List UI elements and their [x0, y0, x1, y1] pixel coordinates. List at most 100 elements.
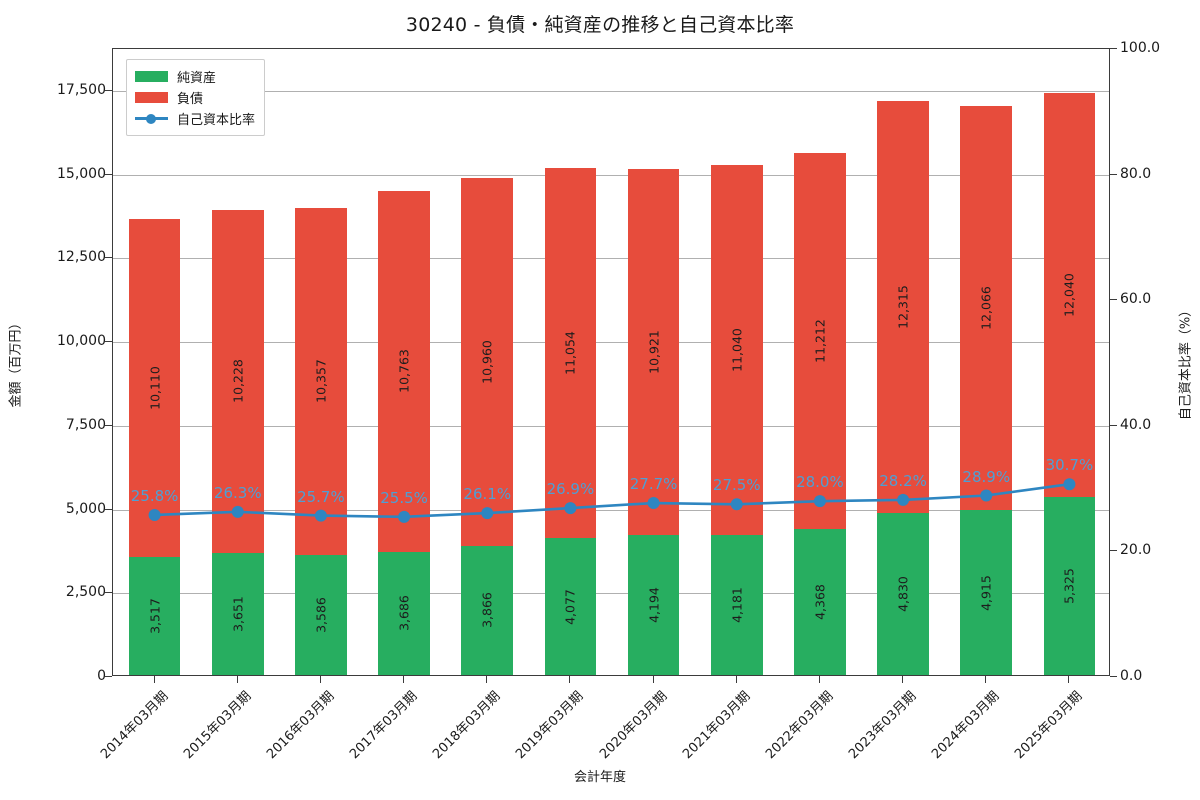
ratio-marker[interactable]: [1063, 478, 1076, 491]
y-axis-right-tick-mark: [1110, 299, 1117, 301]
x-axis-title: 会計年度: [573, 770, 626, 785]
ratio-marker[interactable]: [980, 489, 993, 502]
legend-line-marker: [146, 113, 156, 124]
legend-label-liabilities: 負債: [177, 92, 204, 107]
bar-segment-liabilities[interactable]: 10,960: [461, 178, 514, 546]
bar-segment-liabilities[interactable]: 11,212: [794, 153, 846, 529]
bar-segment-net-assets[interactable]: 3,651: [211, 552, 264, 675]
x-axis-tick-label: 2019年03月期: [513, 688, 587, 763]
y-axis-left-tick-label: 0: [97, 668, 106, 684]
x-axis-tick-label: 2018年03月期: [430, 688, 504, 763]
bar-group[interactable]: 4,194 10,921: [627, 168, 680, 675]
ratio-marker[interactable]: [231, 505, 244, 518]
bar-group[interactable]: 3,651 10,228: [211, 210, 264, 675]
x-axis-tick-label: 2025年03月期: [1012, 688, 1086, 763]
y-axis-right-tick-mark: [1110, 173, 1117, 175]
bar-group[interactable]: 4,915 12,066: [960, 106, 1013, 675]
legend-item-equity-ratio: 自己資本比率: [135, 108, 255, 129]
x-axis-tick-label: 2014年03月期: [97, 688, 172, 763]
bar-group[interactable]: 3,686 10,763: [378, 191, 430, 675]
ratio-marker[interactable]: [564, 502, 577, 515]
ratio-marker[interactable]: [398, 510, 411, 523]
x-axis-tick-mark: [902, 676, 904, 683]
line-series-svg: [148, 478, 1076, 523]
x-axis-tick-mark: [569, 676, 571, 683]
legend-item-liabilities: 負債: [135, 87, 255, 108]
bar-segment-liabilities[interactable]: 10,228: [211, 210, 264, 553]
gridline: [113, 258, 1109, 260]
y-axis-left-tick-label: 10,000: [57, 333, 106, 350]
bar-segment-net-assets[interactable]: 5,325: [1043, 496, 1096, 675]
y-axis-left-tick-label: 7,500: [65, 416, 106, 433]
legend-label-net-assets: 純資産: [177, 71, 217, 86]
chart-title: 30240 - 負債・純資産の推移と自己資本比率: [405, 14, 795, 36]
x-axis-tick-mark: [403, 676, 405, 683]
bar-segment-liabilities[interactable]: 11,040: [710, 165, 763, 535]
bar-group[interactable]: 5,325 12,040: [1043, 93, 1096, 675]
x-axis-tick-mark: [319, 676, 321, 683]
bar-group[interactable]: 3,586 10,357: [295, 208, 347, 675]
bar-group[interactable]: 4,830 12,315: [877, 100, 929, 675]
bar-segment-net-assets[interactable]: 3,517: [128, 557, 181, 675]
y-axis-right-tick-mark: [1110, 424, 1117, 426]
y-axis-left-tick-mark: [105, 424, 112, 426]
bar-segment-liabilities[interactable]: 10,921: [627, 168, 680, 535]
y-axis-left-tick-label: 17,500: [57, 81, 106, 98]
bar-segment-net-assets[interactable]: 4,077: [544, 538, 597, 675]
bar-segment-net-assets[interactable]: 3,866: [461, 545, 514, 675]
x-axis-tick-label: 2022年03月期: [763, 688, 837, 763]
x-axis-tick-mark: [236, 676, 238, 683]
bar-segment-net-assets[interactable]: 4,194: [627, 534, 680, 675]
bar-segment-liabilities[interactable]: 10,110: [128, 218, 181, 558]
bar-segment-net-assets[interactable]: 4,181: [710, 534, 763, 675]
bar-segment-net-assets[interactable]: 4,368: [794, 528, 846, 675]
ratio-marker[interactable]: [813, 495, 826, 508]
bar-group[interactable]: 3,866 10,960: [461, 178, 514, 675]
ratio-marker[interactable]: [481, 507, 494, 520]
y-axis-right-tick-label: 60.0: [1120, 291, 1152, 308]
ratio-marker[interactable]: [314, 509, 327, 522]
ratio-line: [153, 482, 1071, 519]
gridline: [113, 593, 1109, 595]
x-axis-tick-mark: [985, 676, 987, 683]
bar-segment-net-assets[interactable]: 3,686: [378, 551, 430, 675]
bar-segment-liabilities[interactable]: 11,054: [544, 168, 597, 539]
y-axis-right-tick-label: 20.0: [1120, 542, 1152, 559]
bar-segment-liabilities[interactable]: 10,763: [378, 191, 430, 552]
bar-segment-net-assets[interactable]: 4,830: [877, 513, 929, 675]
bar-segment-net-assets[interactable]: 3,586: [295, 554, 347, 675]
x-axis-tick-mark: [818, 676, 820, 683]
y-axis-right-tick-mark: [1110, 48, 1117, 49]
y-axis-left-tick-mark: [105, 341, 112, 343]
y-axis-left-tick-mark: [105, 257, 112, 259]
y-axis-left-tick-label: 2,500: [65, 584, 106, 601]
bar-segment-liabilities[interactable]: 10,357: [295, 208, 347, 555]
x-axis-tick-mark: [1068, 676, 1070, 683]
ratio-marker[interactable]: [647, 497, 660, 510]
bar-group[interactable]: 4,181 11,040: [710, 165, 763, 675]
x-axis-tick-mark: [652, 676, 654, 683]
bar-segment-liabilities[interactable]: 12,040: [1043, 93, 1096, 497]
legend-swatch-line: [135, 113, 168, 124]
bar-segment-liabilities[interactable]: 12,315: [877, 100, 929, 514]
x-axis-tick-label: 2016年03月期: [264, 688, 338, 763]
ratio-marker[interactable]: [730, 498, 743, 511]
y-axis-right-tick-label: 40.0: [1120, 416, 1152, 433]
bar-segment-liabilities[interactable]: 12,066: [960, 106, 1013, 511]
bar-group[interactable]: 4,368 11,212: [794, 153, 846, 675]
y-axis-right-tick-label: 100.0: [1120, 40, 1161, 56]
bar-segment-net-assets[interactable]: 4,915: [960, 510, 1013, 675]
y-axis-right-tick-label: 0.0: [1120, 668, 1143, 684]
y-axis-right-tick-label: 80.0: [1120, 165, 1152, 182]
x-axis-tick-label: 2024年03月期: [929, 688, 1003, 763]
ratio-markers: [148, 478, 1076, 523]
bar-group[interactable]: 3,517 10,110: [128, 218, 181, 675]
bar-group[interactable]: 4,077 11,054: [544, 168, 597, 675]
ratio-marker[interactable]: [148, 508, 161, 521]
y-axis-left-tick-label: 15,000: [57, 165, 106, 182]
ratio-marker[interactable]: [897, 493, 910, 506]
gridline: [113, 509, 1109, 511]
gridline: [113, 174, 1109, 176]
plot-area: 3,517 10,110 3,651 10,228 3,586 10,357 3,686 10…: [112, 48, 1110, 676]
